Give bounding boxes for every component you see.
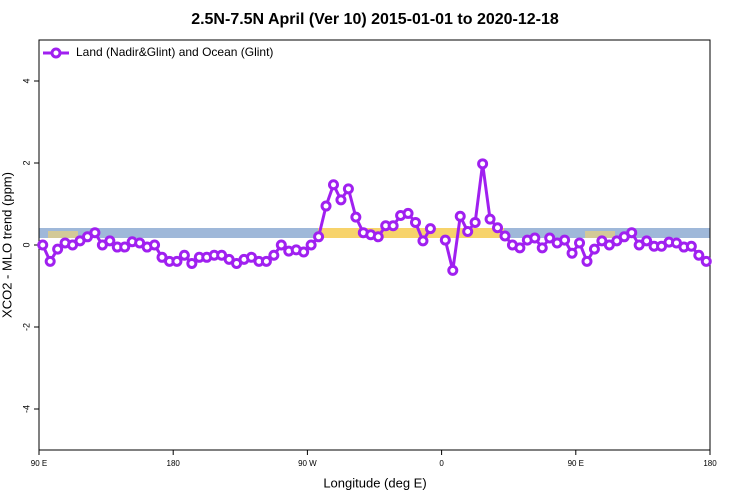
data-point xyxy=(641,235,653,247)
legend-marker xyxy=(50,47,62,59)
data-point xyxy=(104,235,116,247)
land-band xyxy=(318,228,504,238)
data-point xyxy=(439,234,451,246)
chart-title: 2.5N-7.5N April (Ver 10) 2015-01-01 to 2… xyxy=(191,11,559,28)
data-point xyxy=(52,243,64,255)
data-point xyxy=(447,264,459,276)
y-tick-label: 0 xyxy=(21,242,31,247)
y-tick-label: -4 xyxy=(21,405,31,413)
y-tick-label: -2 xyxy=(21,323,31,331)
data-point xyxy=(320,200,332,212)
data-point xyxy=(529,232,541,244)
data-point xyxy=(119,241,131,253)
data-point xyxy=(536,242,548,254)
data-point xyxy=(588,243,600,255)
data-point xyxy=(89,227,101,239)
data-point xyxy=(313,231,325,243)
data-point xyxy=(566,247,578,259)
data-point xyxy=(305,239,317,251)
data-point xyxy=(477,158,489,170)
data-point xyxy=(693,249,705,261)
x-tick-label: 90 W xyxy=(298,459,317,468)
data-point xyxy=(37,239,49,251)
data-point xyxy=(685,240,697,252)
x-tick-label: 180 xyxy=(167,459,181,468)
data-point xyxy=(186,257,198,269)
data-point xyxy=(581,255,593,267)
data-point xyxy=(260,255,272,267)
y-tick-label: 2 xyxy=(21,160,31,165)
data-point xyxy=(462,225,474,237)
data-point xyxy=(327,179,339,191)
legend: Land (Nadir&Glint) and Ocean (Glint) xyxy=(43,45,273,59)
land-band xyxy=(585,231,615,238)
data-point xyxy=(559,234,571,246)
data-point xyxy=(700,255,712,267)
y-tick-label: 4 xyxy=(21,78,31,83)
data-point xyxy=(626,227,638,239)
x-tick-label: 90 E xyxy=(568,459,584,468)
data-point xyxy=(275,239,287,251)
data-point xyxy=(484,213,496,225)
data-point xyxy=(417,235,429,247)
data-point xyxy=(544,232,556,244)
data-point xyxy=(492,222,504,234)
data-point xyxy=(387,220,399,232)
data-point xyxy=(335,194,347,206)
data-point xyxy=(454,210,466,222)
data-point xyxy=(44,255,56,267)
legend-label: Land (Nadir&Glint) and Ocean (Glint) xyxy=(76,45,273,59)
land-band xyxy=(48,231,78,238)
data-point xyxy=(514,242,526,254)
data-point xyxy=(298,246,310,258)
data-point xyxy=(149,239,161,251)
x-tick-label: 90 E xyxy=(31,459,47,468)
data-point xyxy=(350,211,362,223)
data-point xyxy=(342,183,354,195)
x-axis-label: Longitude (deg E) xyxy=(323,475,426,490)
data-point xyxy=(410,216,422,228)
data-point xyxy=(574,237,586,249)
data-point xyxy=(499,230,511,242)
data-point xyxy=(424,223,436,235)
y-axis-label: XCO2 - MLO trend (ppm) xyxy=(0,172,14,318)
data-point xyxy=(268,249,280,261)
series-line xyxy=(41,162,708,272)
x-tick-label: 180 xyxy=(703,459,717,468)
x-tick-label: 0 xyxy=(439,459,444,468)
data-point xyxy=(372,231,384,243)
data-point xyxy=(178,249,190,261)
data-point xyxy=(402,207,414,219)
data-point xyxy=(171,255,183,267)
data-point xyxy=(469,216,481,228)
